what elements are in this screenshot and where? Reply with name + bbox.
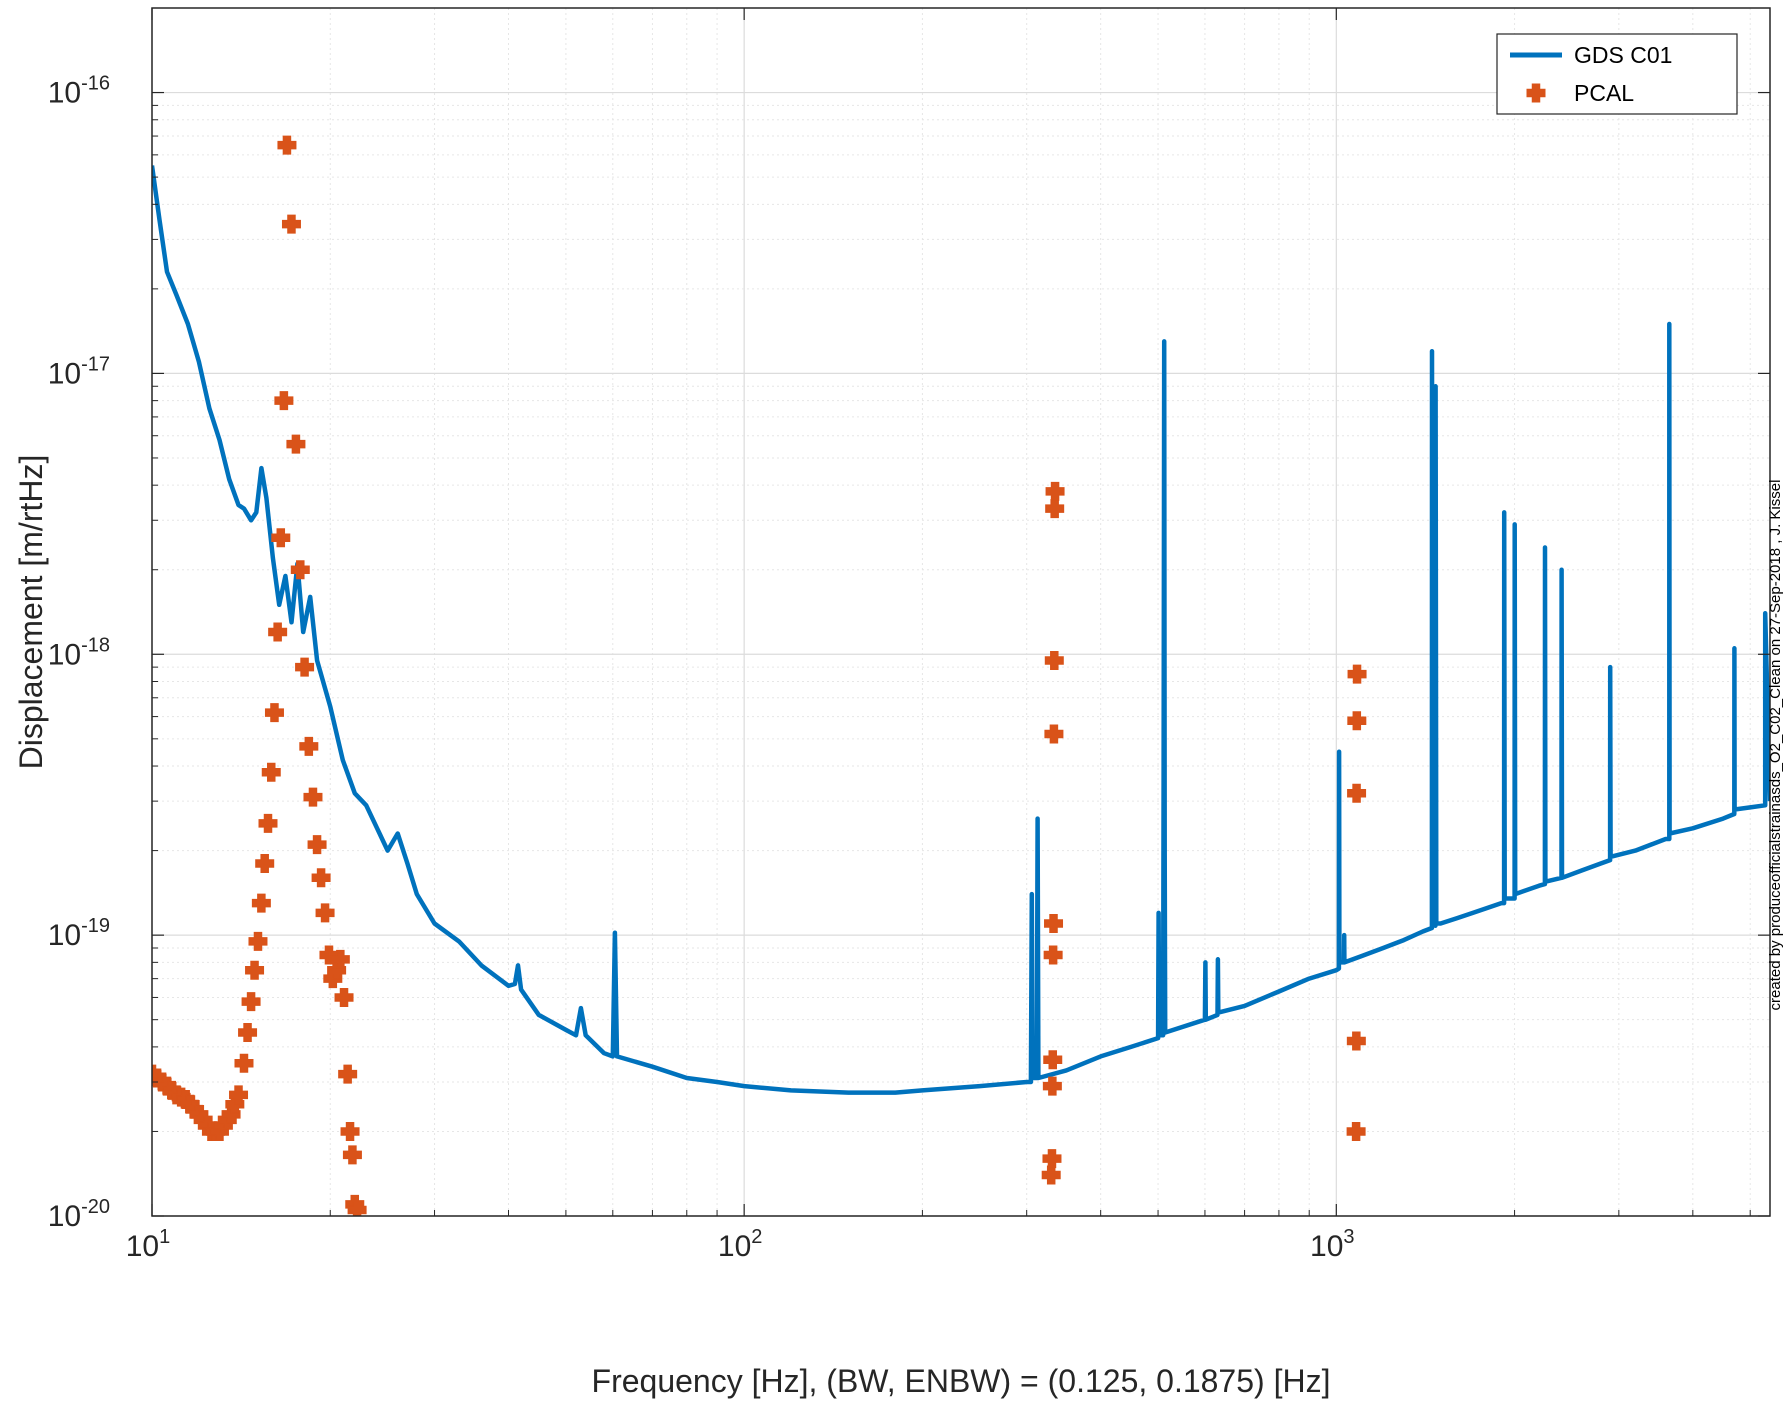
pcal-point — [330, 949, 350, 969]
pcal-point — [1346, 1121, 1366, 1141]
pcal-point — [277, 135, 297, 155]
pcal-point — [1043, 945, 1063, 965]
pcal-point — [1045, 499, 1065, 519]
pcal-point — [1044, 651, 1064, 671]
legend-marker-swatch — [1526, 83, 1546, 103]
x-tick-label: 102 — [718, 1226, 763, 1263]
pcal-point — [234, 1053, 254, 1073]
pcal-point — [238, 1023, 258, 1043]
pcal-point — [290, 560, 310, 580]
pcal-point — [295, 657, 315, 677]
pcal-point — [229, 1085, 249, 1105]
pcal-point — [261, 762, 281, 782]
x-tick-label: 103 — [1310, 1226, 1355, 1263]
pcal-point — [1042, 1149, 1062, 1169]
series-line-gds-c01 — [152, 165, 1770, 1095]
pcal-point — [303, 787, 323, 807]
pcal-point — [241, 992, 261, 1012]
series-markers-pcal — [152, 135, 1367, 1216]
pcal-point — [334, 987, 354, 1007]
y-tick-label: 10-18 — [48, 634, 110, 671]
pcal-point — [338, 1064, 358, 1084]
pcal-point — [307, 835, 327, 855]
pcal-point — [245, 960, 265, 980]
pcal-point — [299, 736, 319, 756]
pcal-point — [347, 1200, 367, 1216]
y-axis-label: Displacement [m/rtHz] — [13, 455, 49, 770]
pcal-point — [1346, 1031, 1366, 1051]
pcal-point — [1347, 783, 1367, 803]
x-tick-label: 101 — [126, 1226, 171, 1263]
legend: GDS C01 PCAL — [1496, 33, 1738, 115]
pcal-point — [1041, 1165, 1061, 1185]
pcal-point — [1044, 914, 1064, 934]
pcal-point — [1043, 1050, 1063, 1070]
pcal-point — [281, 214, 301, 234]
pcal-point — [248, 931, 268, 951]
pcal-point — [1042, 1076, 1062, 1096]
pcal-point — [268, 622, 288, 642]
pcal-point — [271, 528, 291, 548]
pcal-point — [258, 813, 278, 833]
pcal-point — [315, 903, 335, 923]
pcal-point — [251, 893, 271, 913]
pcal-point — [311, 868, 331, 888]
y-tick-label: 10-19 — [48, 915, 110, 952]
legend-label-pcal: PCAL — [1574, 80, 1634, 106]
pcal-point — [264, 703, 284, 723]
legend-label-gds: GDS C01 — [1574, 42, 1672, 68]
y-tick-label: 10-16 — [48, 73, 110, 110]
plot-series — [152, 135, 1770, 1216]
pcal-point — [1347, 711, 1367, 731]
x-axis-label: Frequency [Hz], (BW, ENBW) = (0.125, 0.1… — [592, 1363, 1331, 1399]
plot-frame — [151, 7, 1771, 1217]
pcal-point — [255, 853, 275, 873]
credit-annotation: created by produceofficialstrainasds_O2_… — [1767, 480, 1784, 1011]
pcal-point — [1045, 481, 1065, 501]
pcal-point — [286, 434, 306, 454]
pcal-point — [340, 1121, 360, 1141]
legend-pcal-marker — [1526, 83, 1546, 103]
y-tick-label: 10-20 — [48, 1196, 110, 1233]
axis-ticks: 101 102 103 10-20 10-19 10-18 10-17 10-16 — [48, 7, 1770, 1263]
pcal-point — [1044, 724, 1064, 744]
pcal-point — [342, 1145, 362, 1165]
pcal-point — [1347, 664, 1367, 684]
y-tick-label: 10-17 — [48, 353, 110, 390]
pcal-point — [274, 391, 294, 411]
